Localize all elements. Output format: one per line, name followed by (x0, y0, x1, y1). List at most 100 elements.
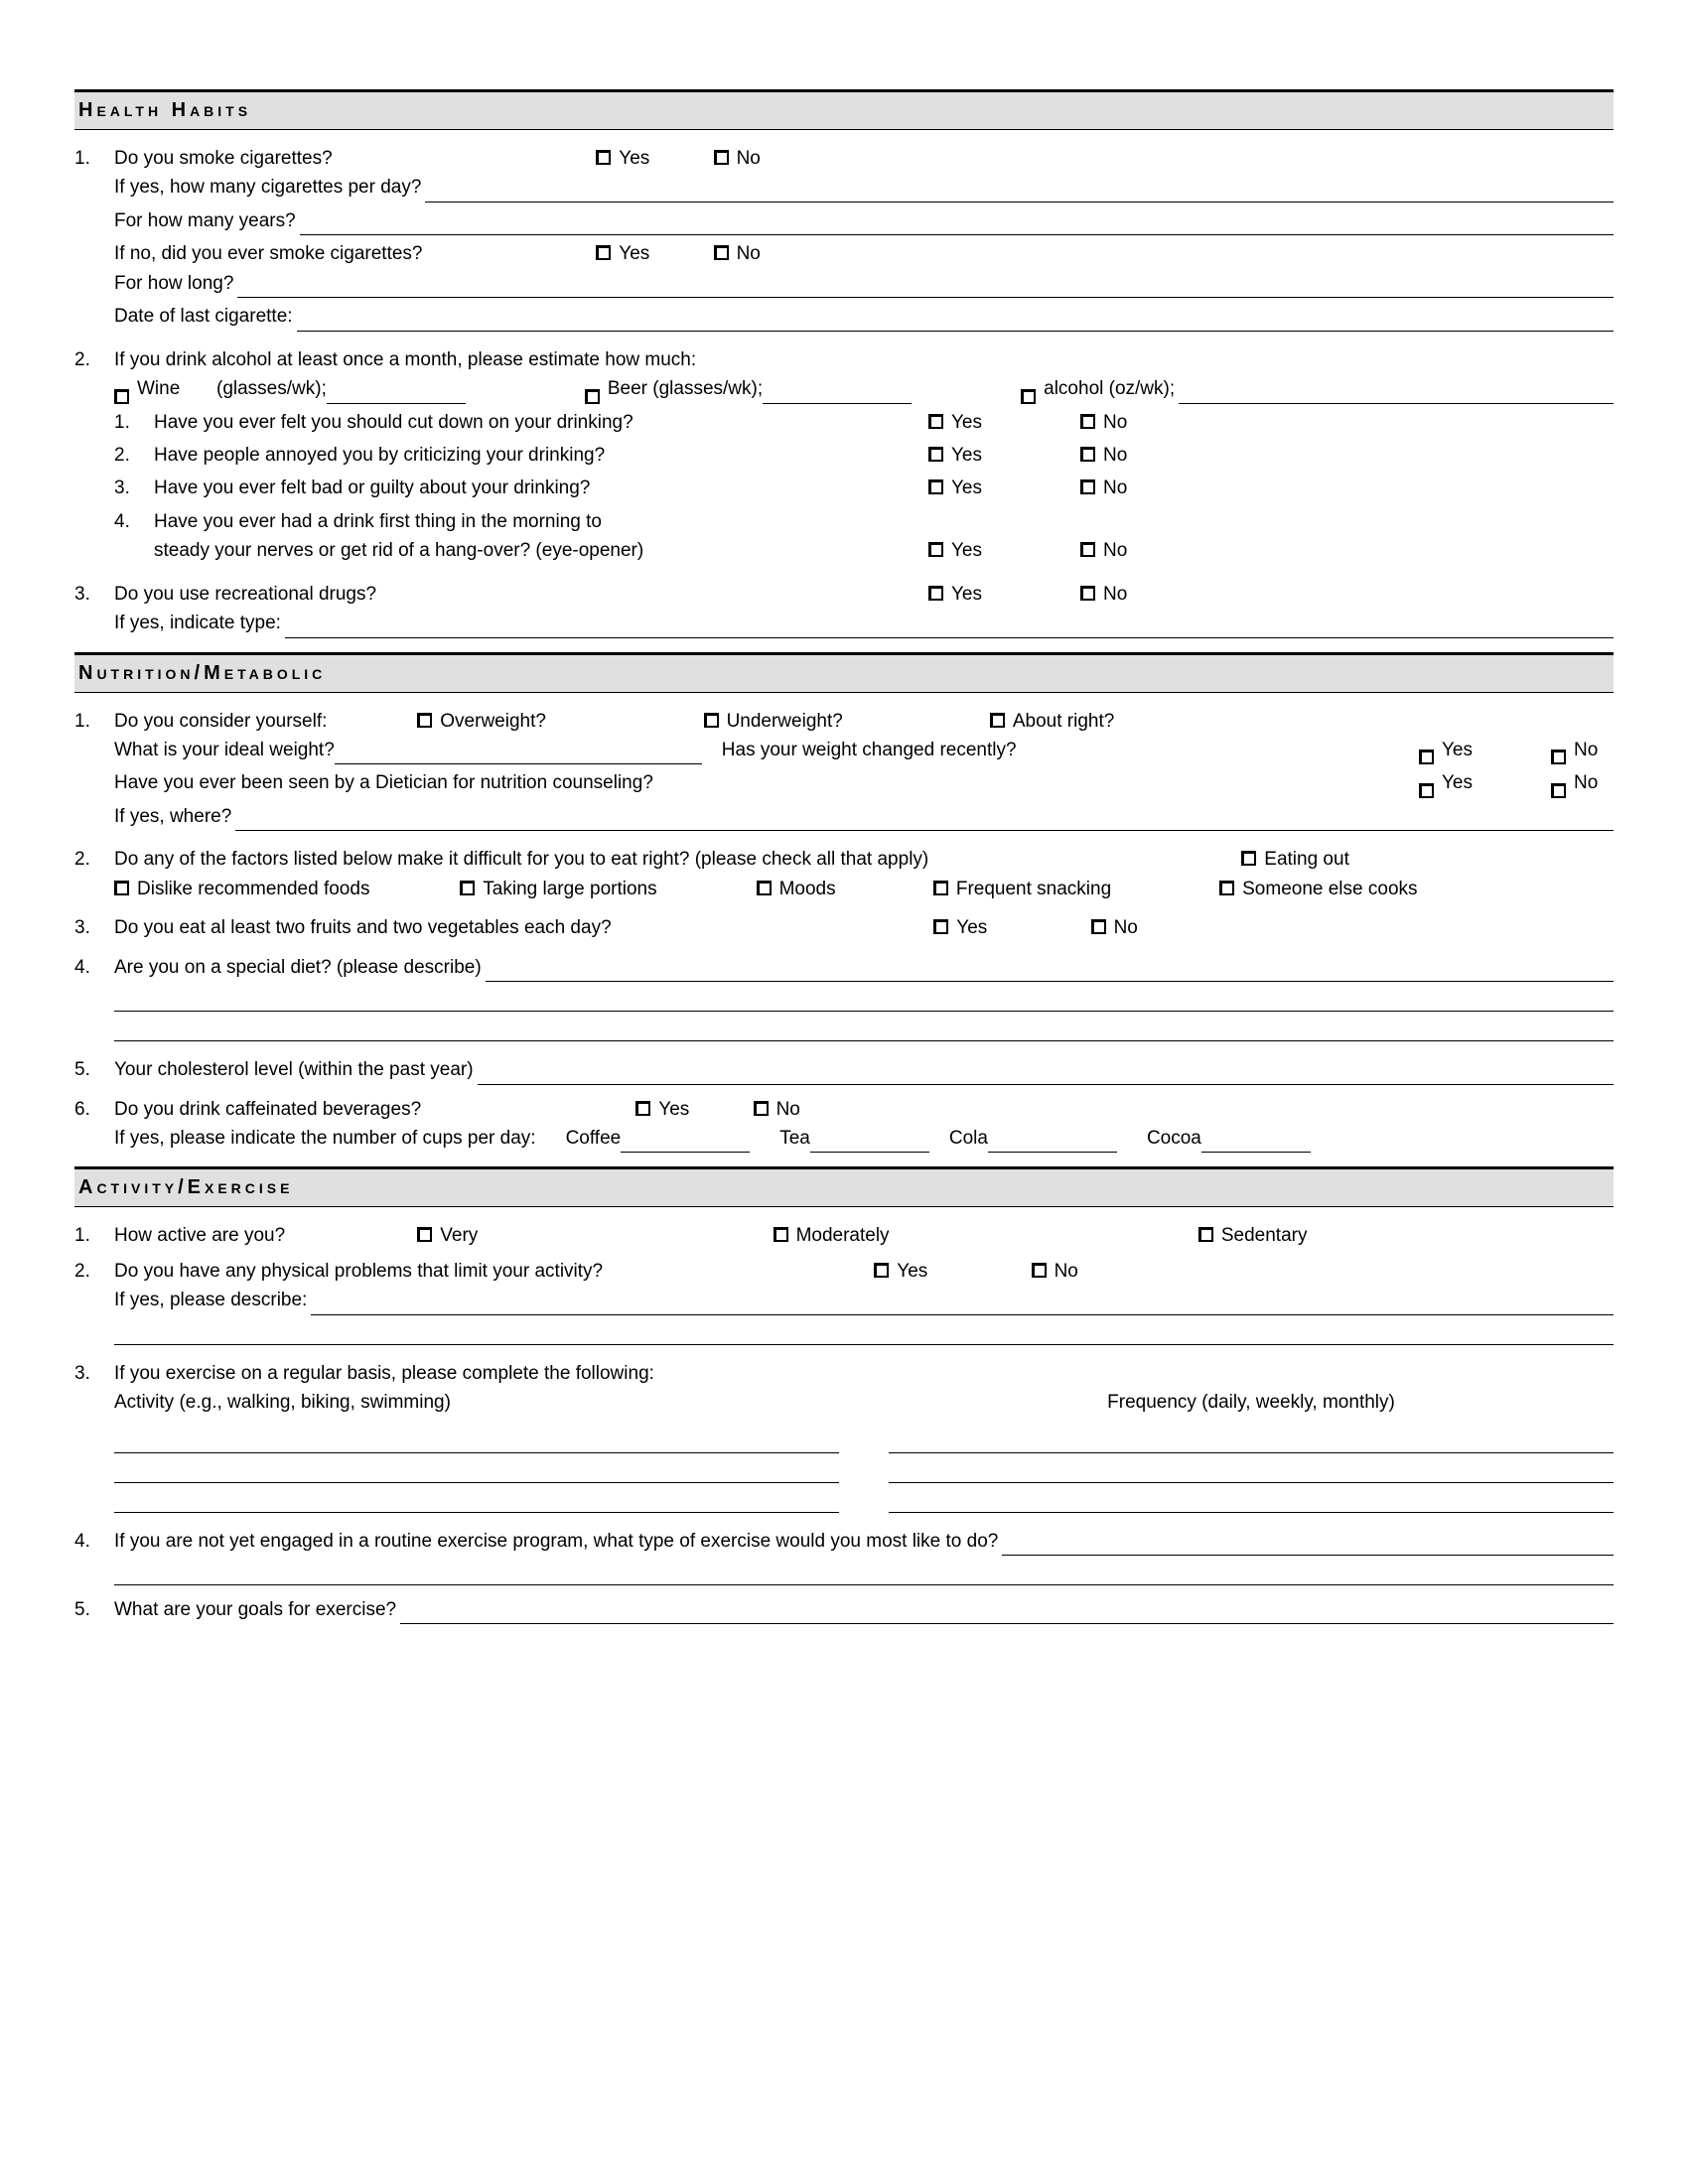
label: Coffee (566, 1124, 622, 1153)
label-no: No (776, 1099, 800, 1120)
input-line[interactable] (1201, 1152, 1311, 1153)
input-line[interactable] (114, 1319, 1614, 1345)
label: Someone else cooks (1242, 879, 1417, 899)
label-yes: Yes (951, 474, 1080, 502)
label-yes: Yes (951, 536, 1080, 565)
checkbox[interactable] (1198, 1227, 1213, 1242)
checkbox-no[interactable] (1551, 783, 1566, 798)
checkbox-yes[interactable] (1419, 750, 1434, 764)
checkbox[interactable] (990, 713, 1005, 728)
q-num: 2. (74, 345, 114, 570)
checkbox-yes[interactable] (928, 414, 943, 429)
checkbox[interactable] (114, 881, 129, 895)
input-line[interactable] (114, 1457, 839, 1483)
checkbox-no[interactable] (1091, 919, 1106, 934)
input-line[interactable] (114, 1428, 839, 1453)
checkbox[interactable] (460, 881, 475, 895)
checkbox[interactable] (774, 1227, 788, 1242)
q-text: How active are you? (114, 1221, 412, 1250)
checkbox[interactable] (1219, 881, 1234, 895)
checkbox-yes[interactable] (1419, 783, 1434, 798)
label-no: No (1574, 768, 1614, 797)
checkbox-yes[interactable] (928, 479, 943, 494)
input-line[interactable] (478, 1065, 1614, 1085)
checkbox-alcohol[interactable] (1021, 389, 1036, 404)
checkbox-no[interactable] (1080, 479, 1095, 494)
input-line[interactable] (763, 403, 912, 404)
input-line[interactable] (114, 1016, 1614, 1041)
q-num: 4. (74, 953, 114, 1045)
input-line[interactable] (621, 1152, 750, 1153)
checkbox[interactable] (704, 713, 719, 728)
input-line[interactable] (400, 1604, 1614, 1624)
sub-text: Have you ever had a drink first thing in… (154, 507, 1614, 536)
label: Moderately (796, 1221, 1194, 1250)
checkbox-no[interactable] (1080, 414, 1095, 429)
label: alcohol (oz/wk); (1044, 374, 1175, 403)
q-text: What are your goals for exercise? (114, 1595, 396, 1624)
label: If no, did you ever smoke cigarettes? (114, 239, 591, 268)
input-line[interactable] (237, 278, 1614, 298)
checkbox-no[interactable] (754, 1101, 769, 1116)
checkbox-no[interactable] (1080, 542, 1095, 557)
label: Tea (779, 1124, 810, 1153)
checkbox-yes[interactable] (635, 1101, 650, 1116)
label: For how many years? (114, 206, 296, 235)
sub-num: 4. (114, 507, 154, 566)
label-no: No (1114, 917, 1138, 938)
input-line[interactable] (285, 618, 1614, 638)
checkbox-no[interactable] (1032, 1263, 1047, 1278)
checkbox[interactable] (417, 713, 432, 728)
input-line[interactable] (114, 1487, 839, 1513)
checkbox-yes[interactable] (596, 150, 611, 165)
input-line[interactable] (235, 811, 1614, 831)
input-line[interactable] (889, 1457, 1614, 1483)
checkbox-no[interactable] (714, 245, 729, 260)
label-yes: Yes (619, 239, 708, 268)
input-line[interactable] (889, 1487, 1614, 1513)
checkbox-beer[interactable] (585, 389, 600, 404)
checkbox[interactable] (1241, 851, 1256, 866)
checkbox[interactable] (757, 881, 772, 895)
input-line[interactable] (327, 403, 466, 404)
input-line[interactable] (425, 183, 1614, 203)
label: Taking large portions (483, 875, 751, 903)
input-line[interactable] (297, 312, 1614, 332)
input-line[interactable] (889, 1428, 1614, 1453)
checkbox-no[interactable] (1551, 750, 1566, 764)
input-line[interactable] (810, 1152, 929, 1153)
checkbox-yes[interactable] (596, 245, 611, 260)
checkbox-no[interactable] (1080, 586, 1095, 601)
input-line[interactable] (1179, 384, 1614, 404)
input-line[interactable] (311, 1296, 1614, 1315)
checkbox[interactable] (933, 881, 948, 895)
label-no: No (737, 243, 761, 264)
input-line[interactable] (335, 763, 702, 764)
checkbox-yes[interactable] (874, 1263, 889, 1278)
input-line[interactable] (114, 986, 1614, 1012)
checkbox-yes[interactable] (928, 542, 943, 557)
input-line[interactable] (114, 1560, 1614, 1585)
label: If yes, how many cigarettes per day? (114, 173, 421, 202)
checkbox-no[interactable] (1080, 447, 1095, 462)
checkbox-wine[interactable] (114, 389, 129, 404)
checkbox[interactable] (417, 1227, 432, 1242)
label-yes: Yes (951, 441, 1080, 470)
sub-text: Have you ever felt you should cut down o… (154, 408, 928, 437)
label: Has your weight changed recently? (722, 736, 1419, 764)
label-yes: Yes (897, 1257, 1026, 1286)
q-text: If you drink alcohol at least once a mon… (114, 345, 1614, 374)
checkbox-yes[interactable] (928, 586, 943, 601)
q-text: Do you use recreational drugs? (114, 580, 928, 609)
checkbox-yes[interactable] (933, 919, 948, 934)
label-yes: Yes (956, 913, 1085, 942)
input-line[interactable] (486, 962, 1614, 982)
label: If yes, where? (114, 802, 231, 831)
input-line[interactable] (988, 1152, 1117, 1153)
section-nutrition: Nutrition/Metabolic (74, 652, 1614, 693)
input-line[interactable] (1002, 1536, 1614, 1556)
checkbox-no[interactable] (714, 150, 729, 165)
checkbox-yes[interactable] (928, 447, 943, 462)
input-line[interactable] (300, 215, 1614, 235)
label: Wine (137, 374, 216, 403)
